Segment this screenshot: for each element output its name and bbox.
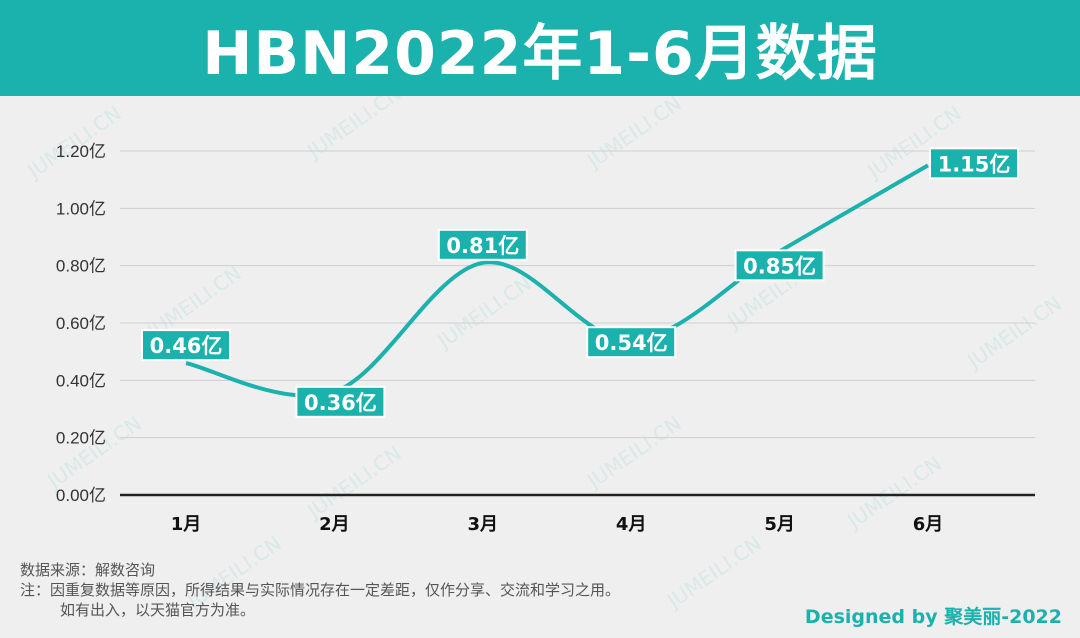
data-label: 0.36亿: [295, 385, 386, 418]
y-tick-label: 0.40亿: [56, 371, 106, 390]
data-label-box: [586, 326, 677, 359]
data-label-box: [437, 228, 528, 261]
data-label: 0.54亿: [586, 326, 677, 359]
gridlines: [120, 150, 1035, 497]
designer-credit: Designed by 聚美丽-2022: [804, 606, 1062, 628]
title-banner: HBN2022年1-6月数据: [0, 0, 1080, 96]
data-label: 0.46亿: [141, 329, 231, 362]
y-tick-label: 1.20亿: [56, 142, 106, 161]
data-label: 1.15亿: [929, 147, 1019, 180]
data-labels: 0.46亿 0.36亿 0.81亿 0.54亿 0.85亿 1.15亿: [141, 147, 1019, 418]
y-tick-label: 1.00亿: [56, 199, 106, 218]
data-label: 0.85亿: [734, 249, 825, 282]
x-tick-label: 3月: [468, 514, 499, 535]
data-label-box: [295, 385, 386, 418]
page-title: HBN2022年1-6月数据: [202, 18, 878, 89]
data-label-box: [929, 147, 1019, 180]
footer-notes: 数据来源：解数咨询 注：因重复数据等原因，所得结果与实际情况存在一定差距，仅作分…: [20, 560, 620, 620]
data-label-box: [141, 329, 231, 362]
x-tick-label: 5月: [764, 514, 795, 535]
data-label-text: 0.54亿: [595, 331, 668, 355]
data-label-text: 0.81亿: [446, 234, 519, 258]
x-tick-label: 2月: [319, 514, 350, 535]
y-tick-label: 0.00亿: [56, 486, 106, 505]
data-source: 数据来源：解数咨询: [20, 561, 156, 579]
data-label-text: 0.46亿: [150, 334, 223, 358]
x-tick-label: 6月: [913, 514, 944, 535]
x-axis-tick-labels: 1月 2月 3月 4月 5月 6月: [171, 514, 944, 535]
y-axis-tick-labels: 0.00亿 0.20亿 0.40亿 0.60亿 0.80亿 1.00亿 1.20亿: [56, 142, 106, 505]
disclaimer-line-2: 如有出入，以天猫官方为准。: [60, 601, 256, 619]
y-tick-label: 0.60亿: [56, 314, 106, 333]
data-label-text: 0.85亿: [743, 254, 816, 278]
data-label-text: 1.15亿: [938, 152, 1011, 176]
disclaimer-line-1: 注：因重复数据等原因，所得结果与实际情况存在一定差距，仅作分享、交流和学习之用。: [20, 581, 621, 599]
line-chart: 0.00亿 0.20亿 0.40亿 0.60亿 0.80亿 1.00亿 1.20亿 1月 2月…: [56, 142, 1035, 535]
data-label: 0.81亿: [437, 228, 528, 261]
x-tick-label: 4月: [616, 514, 647, 535]
data-label-box: [734, 249, 825, 282]
y-tick-label: 0.20亿: [56, 429, 106, 448]
x-tick-label: 1月: [171, 514, 202, 535]
data-label-text: 0.36亿: [304, 391, 377, 415]
y-tick-label: 0.80亿: [56, 257, 106, 276]
